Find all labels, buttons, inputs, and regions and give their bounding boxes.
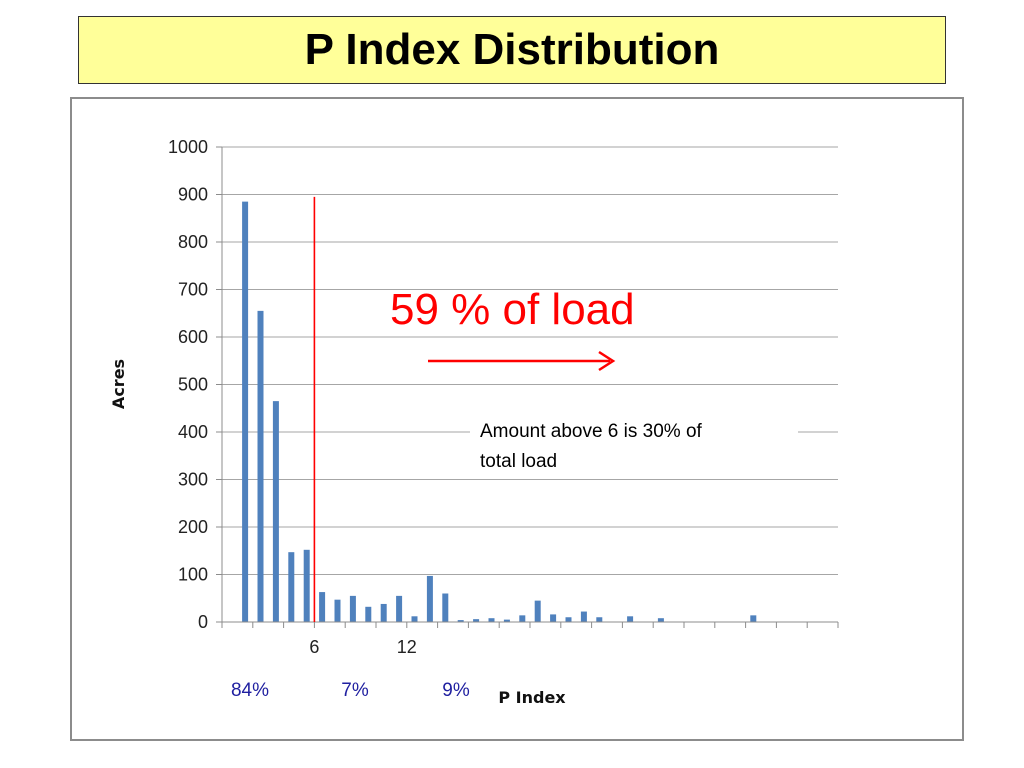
note-line-1: Amount above 6 is 30% of xyxy=(480,421,703,442)
y-tick-label: 200 xyxy=(178,517,208,537)
x-tick-label: 6 xyxy=(309,637,319,657)
bar xyxy=(319,592,326,622)
bar xyxy=(242,201,249,622)
bar xyxy=(550,614,557,622)
x-axis-title: P Index xyxy=(498,688,566,707)
page-title: P Index Distribution xyxy=(304,25,720,74)
bar xyxy=(365,606,372,622)
bar xyxy=(457,620,464,622)
x-tick-label: 12 xyxy=(397,637,417,657)
bar xyxy=(257,310,264,622)
y-tick-label: 100 xyxy=(178,565,208,585)
grid-layer xyxy=(222,146,838,575)
bar xyxy=(503,619,510,622)
y-tick-label: 0 xyxy=(198,612,208,632)
y-tick-label: 500 xyxy=(178,375,208,395)
title-box: P Index Distribution xyxy=(78,16,946,84)
bar xyxy=(349,595,356,622)
bar-layer xyxy=(242,201,757,622)
bar xyxy=(519,615,526,622)
y-tick-label: 1000 xyxy=(168,137,208,157)
y-tick-label: 700 xyxy=(178,280,208,300)
chart-svg: 0 100 200 300 400 500 600 700 800 900 1000 6 12 Acre… xyxy=(109,137,839,707)
bar xyxy=(627,616,634,622)
bar xyxy=(473,619,480,622)
load-annotation: 59 % of load xyxy=(390,285,635,334)
bar xyxy=(411,616,418,622)
bar xyxy=(303,549,310,622)
axis-layer: 0 100 200 300 400 500 600 700 800 900 1000 6 12 xyxy=(168,137,839,657)
note-background xyxy=(470,412,798,474)
bar xyxy=(534,600,541,622)
y-tick-label: 300 xyxy=(178,470,208,490)
bar xyxy=(565,617,572,622)
y-tick-label: 800 xyxy=(178,232,208,252)
bar xyxy=(442,593,449,622)
chart-frame: 0 100 200 300 400 500 600 700 800 900 1000 6 12 Acre… xyxy=(70,97,964,741)
y-tick-label: 600 xyxy=(178,327,208,347)
note-line-2: total load xyxy=(480,451,557,472)
y-tick-label: 900 xyxy=(178,185,208,205)
bar xyxy=(596,617,603,622)
bar xyxy=(272,401,279,622)
percent-above-12: 9% xyxy=(442,680,470,701)
y-tick-label: 400 xyxy=(178,422,208,442)
bar xyxy=(334,599,341,622)
bar xyxy=(426,575,433,622)
bar xyxy=(380,603,387,622)
bar xyxy=(396,595,403,622)
bar xyxy=(580,611,587,622)
percent-below-6: 84% xyxy=(231,680,269,701)
percent-6-to-12: 7% xyxy=(341,680,369,701)
load-arrow-head xyxy=(598,350,616,372)
bar xyxy=(288,552,295,622)
bar xyxy=(488,618,495,622)
y-axis-title: Acres xyxy=(109,359,128,409)
bar xyxy=(750,615,757,622)
bar xyxy=(657,618,664,622)
